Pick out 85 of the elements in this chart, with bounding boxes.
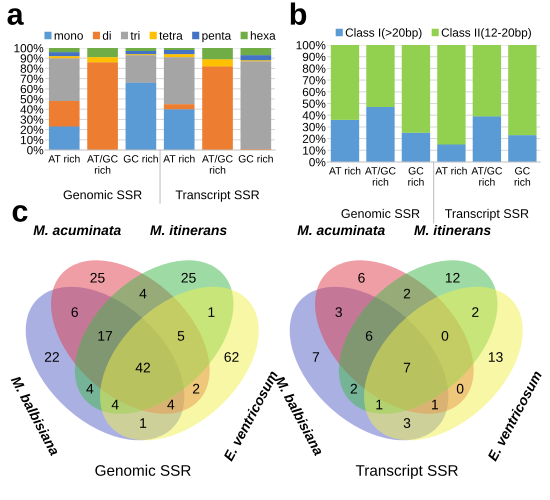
text: 2 [472,307,478,317]
y-tick-label: 20% [20,126,44,134]
text: 4 [139,288,146,298]
y-tick-label: 30% [302,122,326,132]
text: 22 [44,352,59,362]
text: Genomic SSR [341,208,420,218]
x-tick-label: AT rich [328,166,360,175]
x-tick-label: AT rich [163,154,195,163]
x-tick-label: AT/GC rich [202,154,233,174]
text: 1 [376,400,382,410]
text: 0 [456,384,464,394]
y-tick-label: 10% [303,146,326,155]
x-tick-label: AT rich [435,166,467,175]
y-tick-label: 10% [20,136,44,144]
text: 2 [350,384,358,394]
text: 62 [224,352,239,362]
x-tick-label: AT/GC rich [471,166,502,186]
legend-label: Class I(>20bp) [346,28,422,40]
y-tick-label: 40% [302,111,326,120]
y-tick-label: 60% [20,84,44,94]
y-tick-label: 90% [302,52,326,62]
text: Genomic SSR [64,190,142,200]
y-tick-label: 30% [20,115,44,124]
y-tick-label: 20% [302,134,326,143]
legend-label: penta [202,32,232,42]
text: 4 [167,400,174,410]
y-tick-label: 100% [296,41,326,50]
x-tick-label: GC rich [124,154,158,163]
x-tick-label: GC rich [514,167,530,186]
y-tick-label: 50% [302,100,326,108]
legend-label: tri [130,31,140,40]
text: M. acuminata [297,224,385,236]
text: 25 [90,272,105,283]
x-tick-label: GC rich [238,154,273,163]
text: 17 [98,331,112,341]
text: a [8,8,24,25]
y-tick-label: 40% [20,105,44,114]
y-tick-label: 80% [302,64,326,73]
y-tick-label: 90% [20,54,44,63]
text: b [290,2,306,25]
text: 2 [192,384,200,394]
text: 13 [488,352,503,362]
text: 3 [335,307,342,318]
text: 6 [358,272,365,283]
text: 6 [366,330,372,341]
text: 2 [404,288,410,298]
legend-label: Class II(12-20bp) [442,28,531,40]
text: 1 [140,418,146,428]
x-tick-label: AT rich [48,154,80,163]
text: Transcript SSR [176,190,260,202]
text: Transcript SSR [445,208,528,220]
text: 12 [446,272,460,283]
x-tick-label: AT/GC rich [87,154,118,174]
text: 4 [86,384,94,394]
text: Genomic SSR [95,464,191,476]
x-tick-label: AT/GC rich [364,166,396,186]
text: 3 [404,418,410,428]
y-tick-label: 0% [27,146,44,154]
text: 1 [208,307,214,317]
legend-label: tetra [159,32,183,40]
text: 7 [404,362,410,372]
text: M. itinerans [414,224,491,236]
text: 0 [442,330,448,341]
y-tick-label: 80% [20,64,44,73]
legend-label: mono [54,33,83,40]
text: c [12,205,28,222]
y-tick-label: 70% [20,74,44,83]
y-tick-label: 0% [309,158,326,166]
y-tick-label: 70% [302,76,326,84]
y-tick-label: 50% [20,95,44,104]
text: 6 [72,307,78,318]
text: 7 [312,352,320,362]
text: 5 [178,331,184,341]
legend-label: hexa [250,31,276,40]
text: M. acuminata [33,224,121,236]
text: 1 [432,400,438,410]
text: 42 [136,362,150,372]
text: 25 [182,272,196,283]
text: M. itinerans [150,224,227,236]
text: Transcript SSR [356,464,458,479]
y-tick-label: 100% [14,44,44,52]
x-tick-label: GC rich [408,167,424,186]
text: 4 [112,400,119,410]
legend-label: di [102,31,111,40]
y-tick-label: 60% [302,88,326,96]
